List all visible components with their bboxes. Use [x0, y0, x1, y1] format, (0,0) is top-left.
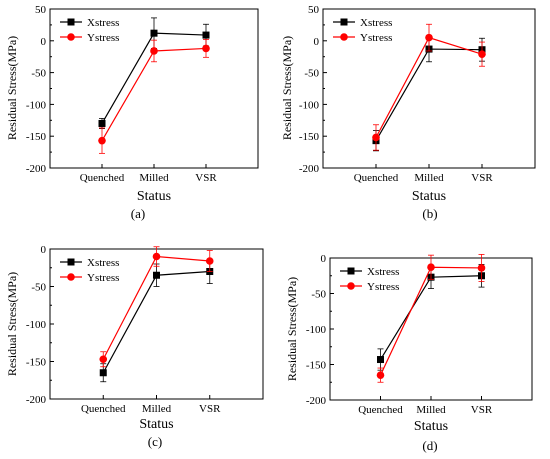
- x-axis-title: Status: [414, 419, 448, 434]
- y-axis-title: Residual Stress(MPa): [280, 36, 294, 140]
- data-point: [150, 47, 158, 55]
- panel-label: (d): [422, 438, 437, 453]
- data-point: [427, 263, 435, 272]
- chart-panel-3: -200 -150 -100 -50 0 Quenched Milled VSR Status R…: [5, 244, 264, 449]
- y-tick-label: -50: [304, 68, 319, 80]
- legend-label: Ystress: [367, 281, 399, 293]
- x-tick-label: VSR: [195, 172, 217, 184]
- y-tick-label: -100: [26, 99, 47, 111]
- y-tick-label: -150: [306, 360, 327, 372]
- y-tick-label: -50: [31, 282, 46, 294]
- x-tick-label: VSR: [471, 172, 493, 184]
- panel-label: (b): [422, 206, 437, 221]
- y-axis-title: Residual Stress(MPa): [285, 277, 299, 381]
- y-tick-label: -100: [299, 99, 320, 111]
- x-axis-title: Status: [139, 417, 173, 432]
- data-point: [202, 44, 210, 53]
- legend-marker: [347, 267, 355, 275]
- legend-marker: [67, 273, 75, 281]
- series-xstress: [372, 35, 486, 152]
- legend: Xstress Ystress: [340, 266, 399, 293]
- legend-marker: [67, 18, 75, 26]
- legend: Xstress Ystress: [60, 257, 119, 284]
- data-point: [372, 133, 380, 142]
- legend-label: Xstress: [87, 257, 119, 269]
- y-tick-label: -50: [31, 68, 46, 80]
- legend-marker: [67, 258, 75, 266]
- legend-marker: [347, 282, 355, 290]
- panel-label: (a): [131, 206, 145, 221]
- data-point: [377, 356, 384, 364]
- y-tick-label: -200: [299, 163, 320, 175]
- x-tick-label: Milled: [139, 172, 169, 184]
- y-tick-label: -200: [306, 395, 327, 407]
- legend-label: Ystress: [87, 272, 119, 284]
- data-point: [478, 50, 486, 58]
- y-tick-label: 50: [308, 4, 320, 16]
- y-tick-label: -200: [26, 394, 47, 406]
- x-tick-label: Milled: [414, 172, 444, 184]
- data-point: [152, 252, 161, 261]
- y-tick-label: -50: [311, 289, 326, 301]
- x-tick-label: Quenched: [354, 172, 399, 184]
- data-point: [150, 29, 158, 37]
- data-point: [98, 136, 106, 145]
- legend-marker: [340, 33, 348, 41]
- data-point: [98, 119, 106, 127]
- data-point: [376, 371, 385, 379]
- legend: Xstress Ystress: [333, 17, 392, 44]
- series-ystress: [99, 246, 214, 368]
- x-tick-label: Quenched: [358, 404, 403, 416]
- y-tick-label: -150: [299, 131, 320, 143]
- chart-panel-2: -200 -150 -100 -50 0 50 Quenched Milled VSR Statu…: [280, 4, 536, 221]
- chart-panel-4: -200 -150 -100 -50 0 Quenched Milled VSR Status R…: [285, 253, 533, 453]
- y-tick-label: -150: [26, 357, 47, 369]
- y-tick-label: -100: [26, 319, 47, 331]
- legend-label: Xstress: [87, 17, 119, 29]
- y-axis-title: Residual Stress(MPa): [5, 272, 19, 376]
- legend: Xstress Ystress: [60, 17, 119, 44]
- panel-label: (c): [148, 434, 162, 449]
- x-tick-label: Quenched: [80, 172, 125, 184]
- x-tick-label: Milled: [416, 404, 446, 416]
- series-ystress: [376, 254, 486, 383]
- series-line: [101, 47, 207, 141]
- legend-label: Xstress: [360, 17, 392, 29]
- y-tick-label: -200: [26, 163, 47, 175]
- data-point: [99, 369, 107, 377]
- legend-label: Ystress: [87, 32, 119, 44]
- y-tick-label: 0: [41, 244, 47, 256]
- data-point: [425, 33, 433, 42]
- legend-label: Ystress: [360, 32, 392, 44]
- y-tick-label: 0: [314, 36, 320, 48]
- chart-panel-1: -200 -150 -100 -50 0 50 Quenched Milled VSR Statu…: [5, 4, 259, 221]
- data-point: [99, 355, 108, 364]
- x-tick-label: Quenched: [81, 403, 126, 415]
- legend-marker: [340, 18, 348, 26]
- data-point: [205, 257, 214, 265]
- x-tick-label: VSR: [199, 403, 221, 415]
- legend-marker: [67, 33, 75, 41]
- series-xstress: [98, 17, 210, 129]
- legend-label: Xstress: [367, 266, 399, 278]
- series-ystress: [372, 23, 486, 151]
- y-tick-label: -150: [26, 131, 47, 143]
- y-tick-label: 0: [41, 36, 47, 48]
- y-tick-label: 50: [35, 4, 47, 16]
- y-tick-label: 0: [321, 253, 327, 265]
- y-tick-label: -100: [306, 324, 327, 336]
- series-line: [375, 48, 483, 141]
- data-point: [477, 264, 486, 272]
- x-axis-title: Status: [137, 189, 171, 204]
- x-axis-title: Status: [412, 189, 446, 204]
- data-point: [202, 31, 210, 39]
- x-tick-label: VSR: [471, 404, 493, 416]
- series-ystress: [98, 39, 210, 154]
- data-point: [153, 271, 160, 279]
- x-tick-label: Milled: [142, 403, 172, 415]
- y-axis-title: Residual Stress(MPa): [5, 36, 19, 140]
